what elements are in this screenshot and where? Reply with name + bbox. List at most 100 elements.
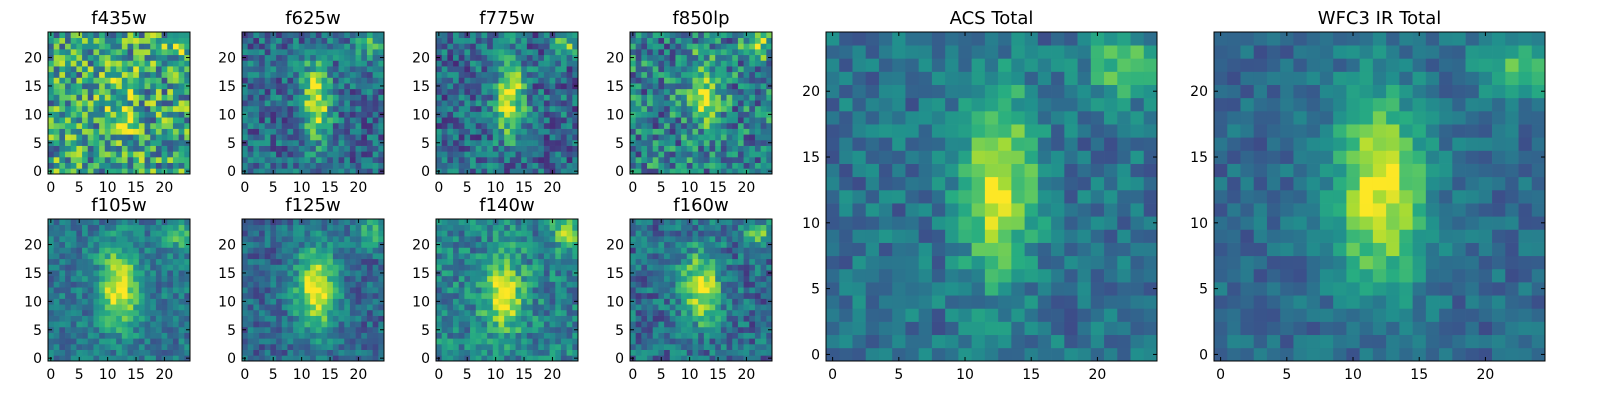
pixel — [259, 49, 266, 56]
pixel — [247, 32, 254, 39]
pixel — [138, 32, 145, 39]
pixel — [121, 241, 128, 248]
pixel — [264, 145, 271, 152]
pixel — [504, 139, 511, 146]
pixel — [82, 219, 89, 226]
pixel — [315, 71, 322, 78]
pixel — [355, 71, 362, 78]
pixel — [436, 49, 443, 56]
pixel — [93, 224, 100, 231]
pixel — [138, 168, 145, 175]
pixel — [487, 292, 494, 299]
pixel — [327, 134, 334, 141]
pixel — [53, 77, 60, 84]
pixel — [70, 134, 77, 141]
pixel — [641, 287, 648, 294]
pixel — [178, 326, 185, 333]
pixel — [361, 83, 368, 90]
pixel — [647, 326, 654, 333]
pixel — [259, 156, 266, 163]
pixel — [572, 224, 579, 231]
pixel — [669, 88, 676, 95]
pixel — [150, 134, 157, 141]
pixel — [281, 315, 288, 322]
pixel — [470, 241, 477, 248]
pixel — [321, 236, 328, 243]
pixel — [743, 326, 750, 333]
pixel — [76, 145, 83, 152]
pixel — [315, 162, 322, 169]
pixel — [504, 77, 511, 84]
pixel — [498, 292, 505, 299]
pixel — [298, 43, 305, 50]
pixel — [298, 54, 305, 61]
pixel — [127, 343, 134, 350]
pixel — [698, 315, 705, 322]
pixel — [635, 270, 642, 277]
pixel — [635, 349, 642, 356]
pixel — [475, 326, 482, 333]
pixel — [150, 100, 157, 107]
pixel — [321, 298, 328, 305]
pixel — [372, 219, 379, 226]
pixel — [253, 224, 260, 231]
pixel — [641, 60, 648, 67]
pixel — [698, 100, 705, 107]
pixel — [504, 258, 511, 265]
pixel — [487, 94, 494, 101]
pixel — [487, 230, 494, 237]
pixel — [82, 253, 89, 260]
pixel — [59, 315, 66, 322]
pixel — [669, 100, 676, 107]
pixel — [349, 122, 356, 129]
pixel — [121, 224, 128, 231]
pixel — [549, 83, 556, 90]
pixel — [509, 258, 516, 265]
pixel — [526, 151, 533, 158]
pixel — [749, 128, 756, 135]
pixel — [121, 219, 128, 226]
pixel — [372, 111, 379, 118]
pixel — [715, 100, 722, 107]
pixel — [293, 94, 300, 101]
pixel — [532, 247, 539, 254]
pixel — [315, 88, 322, 95]
pixel — [509, 230, 516, 237]
pixel — [504, 315, 511, 322]
pixel — [515, 349, 522, 356]
pixel — [82, 111, 89, 118]
pixel — [743, 49, 750, 56]
pixel — [82, 224, 89, 231]
pixel — [59, 49, 66, 56]
pixel — [492, 338, 499, 345]
pixel — [172, 321, 179, 328]
pixel — [698, 349, 705, 356]
pixel — [378, 321, 385, 328]
pixel — [99, 219, 106, 226]
pixel — [355, 321, 362, 328]
pixel — [82, 43, 89, 50]
pixel — [532, 304, 539, 311]
pixel — [647, 111, 654, 118]
pixel — [70, 168, 77, 175]
pixel — [441, 151, 448, 158]
pixel — [116, 219, 123, 226]
pixel — [647, 315, 654, 322]
pixel — [287, 32, 294, 39]
pixel — [572, 128, 579, 135]
pixel — [150, 247, 157, 254]
pixel — [487, 128, 494, 135]
pixel — [161, 54, 168, 61]
pixel — [372, 304, 379, 311]
pixel — [515, 105, 522, 112]
pixel — [127, 287, 134, 294]
pixel — [715, 37, 722, 44]
pixel — [447, 83, 454, 90]
pixel — [754, 349, 761, 356]
pixel — [53, 275, 60, 282]
pixel — [242, 247, 249, 254]
pixel — [436, 100, 443, 107]
pixel — [172, 275, 179, 282]
pixel — [526, 168, 533, 175]
pixel — [355, 224, 362, 231]
